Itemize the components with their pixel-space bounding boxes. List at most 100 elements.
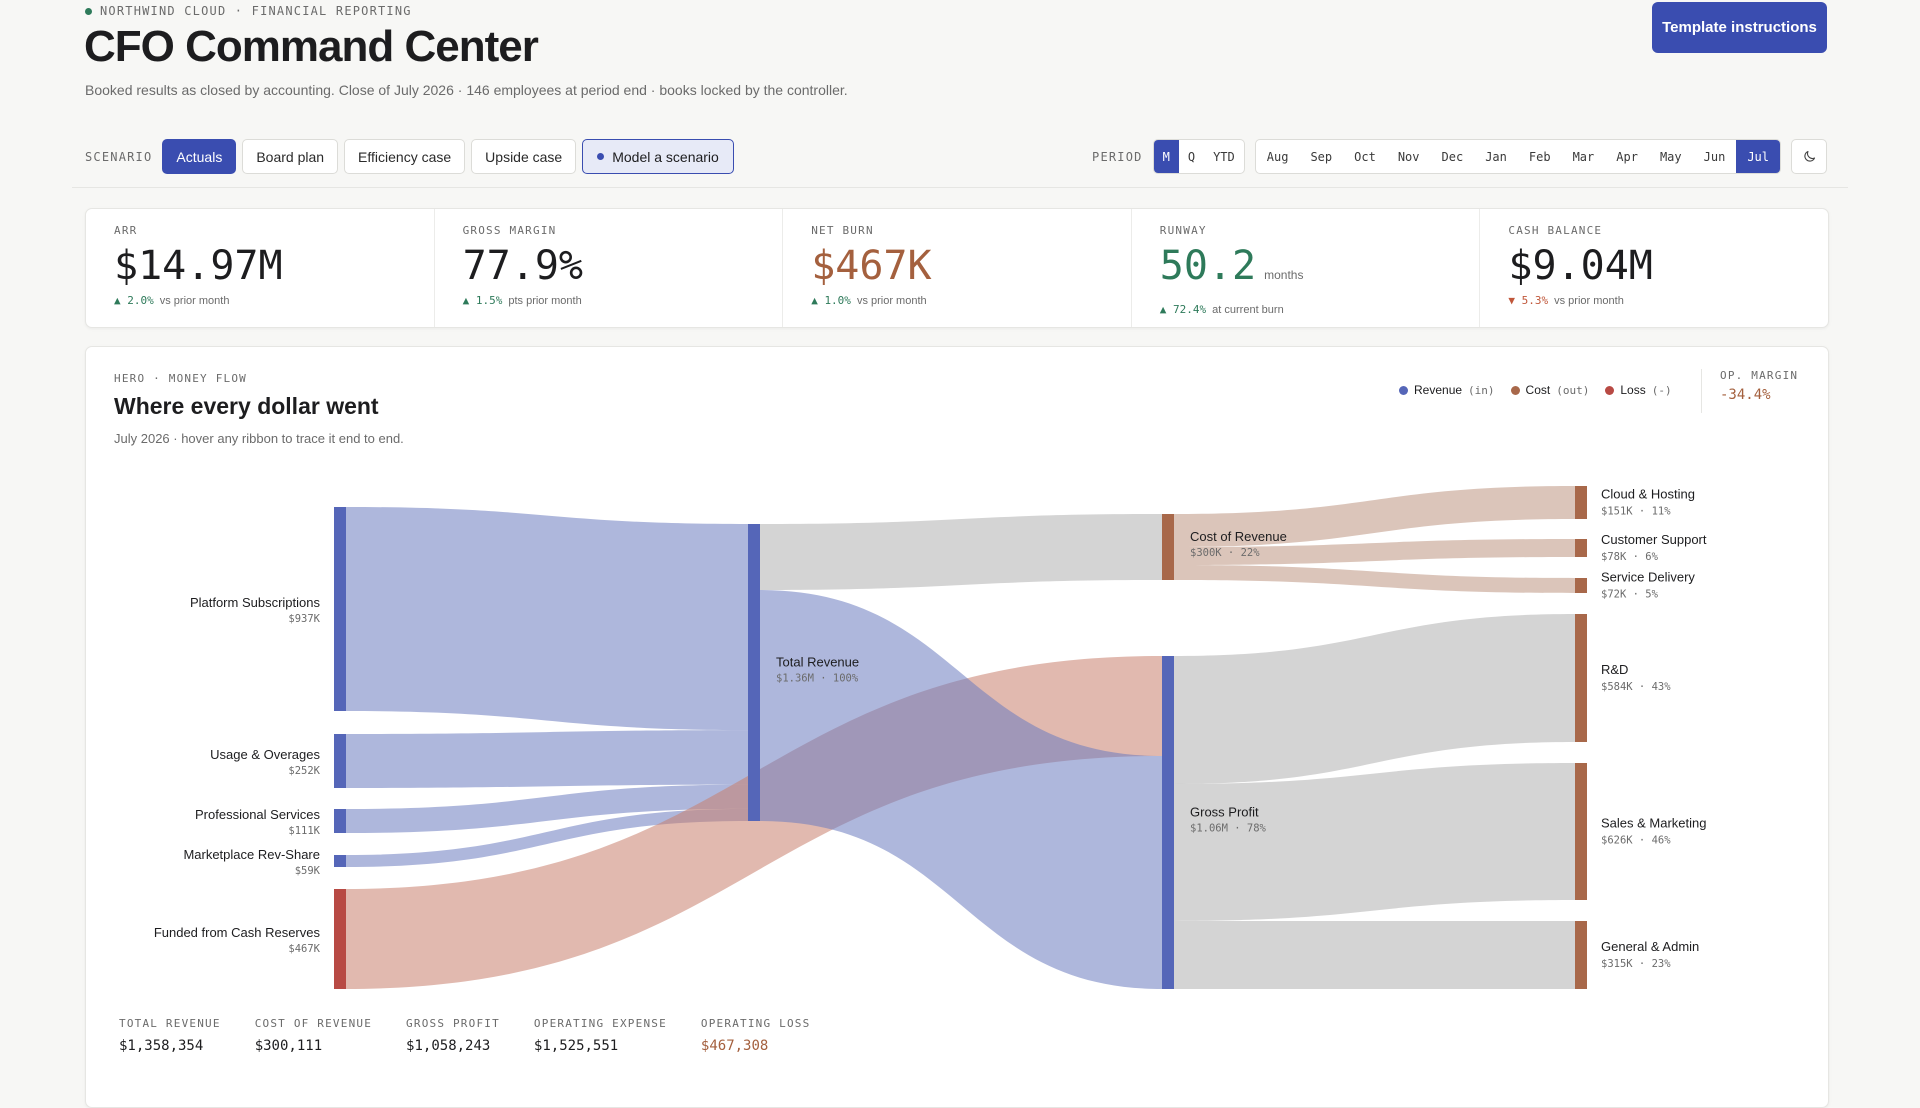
- money-flow-card: HERO · MONEY FLOW Where every dollar wen…: [85, 346, 1829, 1108]
- ribbon-cost-of-revenue-to-expense[interactable]: [1174, 565, 1575, 593]
- ribbon-source-to-total-revenue[interactable]: [346, 507, 748, 731]
- kpi-change-value: 72.4%: [1173, 303, 1207, 316]
- expense-label: General & Admin: [1601, 939, 1699, 954]
- theme-toggle-button[interactable]: [1791, 139, 1827, 174]
- month-jun[interactable]: Jun: [1693, 140, 1737, 173]
- scenario-upside-case[interactable]: Upside case: [471, 139, 577, 174]
- period-q[interactable]: Q: [1179, 140, 1204, 173]
- kpi-cash-balance: CASH BALANCE $9.04M ▼ 5.3% vs prior month: [1480, 209, 1828, 327]
- kpi-value: $14.97M: [114, 244, 406, 288]
- kpi-value-text: $9.04M: [1508, 243, 1653, 289]
- kpi-delta: ▲ 72.4% at current burn: [1160, 303, 1452, 316]
- source-amount: $467K: [288, 943, 320, 955]
- expense-detail: $315K · 23%: [1601, 958, 1671, 970]
- source-label: Marketplace Rev-Share: [183, 847, 320, 862]
- page-title: CFO Command Center: [84, 22, 539, 71]
- kpi-delta: ▲ 1.0% vs prior month: [811, 294, 1103, 307]
- cost-of-revenue-label: Cost of Revenue: [1190, 529, 1287, 544]
- kpi-unit: months: [1264, 268, 1304, 282]
- source-node-bar: [334, 809, 346, 833]
- ribbon-gross-profit-to-opex[interactable]: [1174, 614, 1575, 784]
- kpi-context: pts prior month: [508, 294, 582, 307]
- template-instructions-button[interactable]: Template instructions: [1652, 2, 1827, 53]
- ribbon-source-to-total-revenue[interactable]: [346, 784, 748, 833]
- period-m[interactable]: M: [1153, 140, 1179, 173]
- period-ytd[interactable]: YTD: [1204, 140, 1244, 173]
- legend-label: Revenue: [1414, 383, 1463, 397]
- flow-legend: Revenue (in) Cost (out) Loss (-): [1399, 383, 1672, 397]
- trend-arrow-icon: ▲: [1159, 303, 1167, 316]
- stat-label: TOTAL REVENUE: [119, 1017, 221, 1030]
- model-scenario-button[interactable]: Model a scenario: [582, 139, 734, 174]
- sankey-diagram: Platform Subscriptions $937K Usage & Overa…: [154, 486, 1707, 989]
- legend-note: (in): [1468, 383, 1495, 397]
- month-nov[interactable]: Nov: [1387, 140, 1431, 173]
- legend-swatch-icon: [1399, 385, 1408, 395]
- expense-label: Cloud & Hosting: [1601, 487, 1695, 502]
- legend-loss: Loss (-): [1605, 383, 1672, 397]
- ribbon-gross-profit-to-opex[interactable]: [1174, 921, 1575, 989]
- footer-gross-profit: GROSS PROFIT $1,058,243: [406, 1017, 500, 1054]
- month-jul[interactable]: Jul: [1736, 140, 1780, 173]
- source-label: Usage & Overages: [210, 747, 320, 762]
- kpi-label: RUNWAY: [1159, 224, 1207, 237]
- month-feb[interactable]: Feb: [1518, 140, 1562, 173]
- toolbar: SCENARIO Actuals Board plan Efficiency c…: [85, 138, 1827, 175]
- scenario-actuals[interactable]: Actuals: [162, 139, 237, 174]
- trend-arrow-icon: ▲: [811, 294, 818, 307]
- cost-of-revenue-detail: $300K · 22%: [1190, 547, 1260, 559]
- ribbon-source-to-total-revenue[interactable]: [346, 730, 748, 788]
- kpi-label: GROSS MARGIN: [462, 224, 557, 237]
- trend-arrow-icon: ▲: [114, 294, 121, 307]
- stat-value: $1,358,354: [119, 1038, 204, 1054]
- month-dec[interactable]: Dec: [1431, 140, 1475, 173]
- kpi-change: ▲ 72.4%: [1160, 303, 1206, 316]
- app-eyebrow: NORTHWIND CLOUD · FINANCIAL REPORTING: [85, 4, 412, 18]
- ribbon-gross-profit-to-opex[interactable]: [1174, 763, 1575, 921]
- period-selector: M Q YTD: [1152, 139, 1245, 174]
- expense-node-bar: [1575, 578, 1587, 593]
- kpi-change-value: 1.5%: [475, 294, 503, 307]
- kpi-value: 77.9%: [463, 244, 755, 288]
- eyebrow-text: NORTHWIND CLOUD · FINANCIAL REPORTING: [100, 4, 412, 18]
- kpi-change-value: 1.0%: [824, 294, 851, 307]
- expense-label: Sales & Marketing: [1601, 816, 1707, 831]
- total-revenue-node-bar: [748, 524, 760, 821]
- month-may[interactable]: May: [1649, 140, 1693, 173]
- month-sep[interactable]: Sep: [1299, 140, 1343, 173]
- kpi-value-text: 77.9%: [462, 243, 584, 289]
- expense-node-bar: [1575, 539, 1587, 557]
- op-margin-label: OP. MARGIN: [1720, 369, 1799, 382]
- kpi-value: $9.04M: [1508, 244, 1800, 288]
- scenario-board-plan[interactable]: Board plan: [242, 139, 339, 174]
- month-oct[interactable]: Oct: [1343, 140, 1387, 173]
- expense-node-bar: [1575, 614, 1587, 742]
- month-aug[interactable]: Aug: [1256, 140, 1300, 173]
- expense-detail: $626K · 46%: [1601, 835, 1671, 847]
- month-mar[interactable]: Mar: [1562, 140, 1606, 173]
- ribbon-cost-of-revenue-to-expense[interactable]: [1174, 486, 1575, 547]
- kpi-change: ▲ 1.5%: [463, 294, 503, 307]
- stat-value: $1,525,551: [533, 1038, 619, 1054]
- kpi-context: vs prior month: [159, 294, 230, 307]
- total-revenue-detail: $1.36M · 100%: [776, 673, 859, 685]
- expense-detail: $584K · 43%: [1601, 681, 1671, 693]
- ribbon-cost-of-revenue-to-expense[interactable]: [1174, 539, 1575, 565]
- expense-label: Customer Support: [1601, 532, 1707, 547]
- flow-eyebrow: HERO · MONEY FLOW: [114, 372, 247, 385]
- gross-profit-detail: $1.06M · 78%: [1190, 823, 1267, 835]
- op-margin: OP. MARGIN -34.4%: [1701, 369, 1798, 413]
- stat-label: OPERATING EXPENSE: [533, 1017, 667, 1030]
- month-apr[interactable]: Apr: [1605, 140, 1649, 173]
- moon-icon: [1803, 150, 1815, 162]
- legend-label: Loss: [1620, 383, 1646, 397]
- source-label: Platform Subscriptions: [190, 595, 321, 610]
- footer-total-revenue: TOTAL REVENUE $1,358,354: [119, 1017, 221, 1054]
- scenario-efficiency-case[interactable]: Efficiency case: [344, 139, 466, 174]
- ribbon-total-revenue-to-gross-profit[interactable]: [760, 590, 1162, 989]
- kpi-runway: RUNWAY 50.2 months ▲ 72.4% at current burn: [1132, 209, 1481, 327]
- ribbon-total-revenue-to-cost-of-revenue[interactable]: [760, 514, 1162, 590]
- bullet-icon: [597, 153, 605, 160]
- ribbon-source-to-total-revenue[interactable]: [346, 808, 748, 867]
- month-jan[interactable]: Jan: [1474, 140, 1518, 173]
